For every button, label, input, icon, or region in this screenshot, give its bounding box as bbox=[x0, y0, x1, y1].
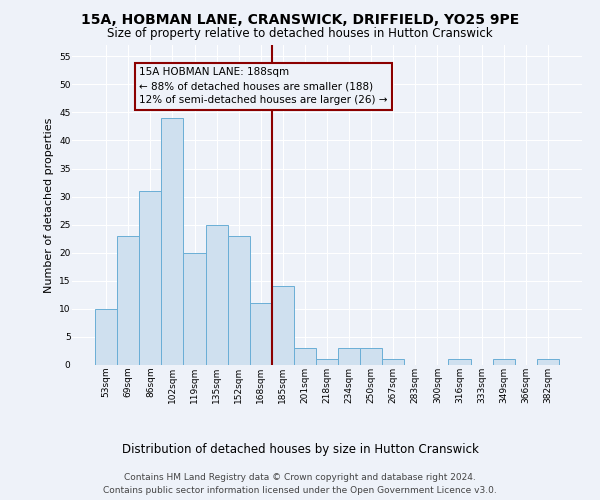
Bar bbox=[448, 360, 470, 365]
Bar bbox=[294, 348, 316, 365]
Bar bbox=[139, 191, 161, 365]
Bar bbox=[161, 118, 184, 365]
Bar bbox=[382, 360, 404, 365]
Bar bbox=[537, 360, 559, 365]
Text: Distribution of detached houses by size in Hutton Cranswick: Distribution of detached houses by size … bbox=[122, 442, 478, 456]
Bar bbox=[184, 252, 206, 365]
Text: 15A HOBMAN LANE: 188sqm
← 88% of detached houses are smaller (188)
12% of semi-d: 15A HOBMAN LANE: 188sqm ← 88% of detache… bbox=[139, 68, 388, 106]
Text: Contains HM Land Registry data © Crown copyright and database right 2024.
Contai: Contains HM Land Registry data © Crown c… bbox=[103, 474, 497, 495]
Y-axis label: Number of detached properties: Number of detached properties bbox=[44, 118, 53, 292]
Bar bbox=[338, 348, 360, 365]
Bar bbox=[227, 236, 250, 365]
Bar bbox=[360, 348, 382, 365]
Bar bbox=[117, 236, 139, 365]
Bar bbox=[272, 286, 294, 365]
Bar bbox=[493, 360, 515, 365]
Bar bbox=[316, 360, 338, 365]
Bar bbox=[95, 309, 117, 365]
Bar bbox=[250, 303, 272, 365]
Bar bbox=[206, 224, 227, 365]
Text: 15A, HOBMAN LANE, CRANSWICK, DRIFFIELD, YO25 9PE: 15A, HOBMAN LANE, CRANSWICK, DRIFFIELD, … bbox=[81, 12, 519, 26]
Text: Size of property relative to detached houses in Hutton Cranswick: Size of property relative to detached ho… bbox=[107, 28, 493, 40]
